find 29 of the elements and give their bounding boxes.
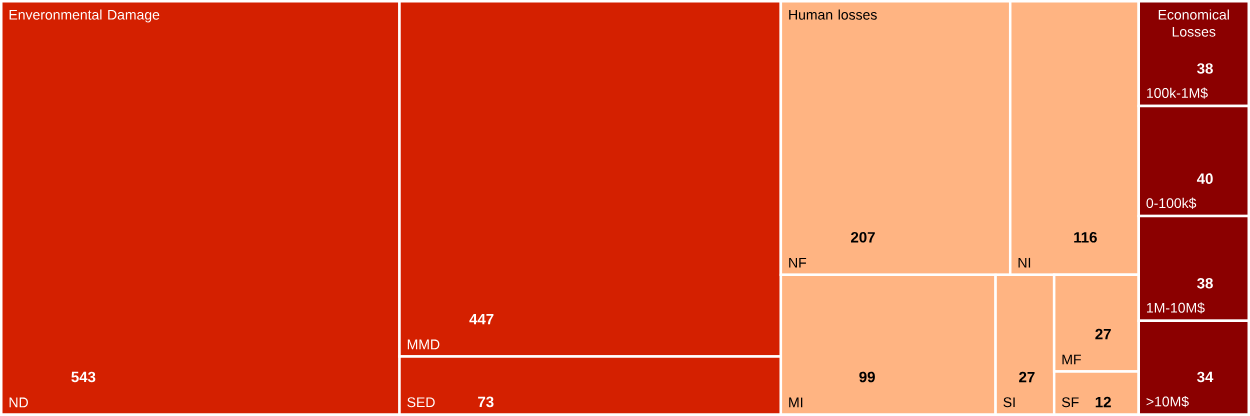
data-label: 40 (1196, 173, 1213, 185)
data-label: 38 (1197, 63, 1213, 74)
category-label: SF (1061, 397, 1079, 408)
data-label: 99 (859, 371, 875, 383)
series-label: Enveronmental Damage (9, 9, 160, 23)
category-label: 1M-10M$ (1146, 302, 1205, 314)
data-label: 73 (478, 396, 494, 408)
category-label: MMD (407, 339, 440, 350)
data-label: 543 (71, 371, 96, 383)
category-label: NF (789, 258, 807, 268)
category-label: ND (9, 397, 28, 408)
data-label: 116 (1074, 232, 1097, 243)
category-label: >10M$ (1146, 396, 1189, 408)
category-label: NI (1018, 258, 1031, 268)
data-label: 207 (851, 232, 875, 243)
category-label: MF (1062, 354, 1081, 365)
data-label: 27 (1019, 372, 1035, 383)
category-label: MI (789, 397, 803, 408)
category-label: SED (407, 397, 435, 408)
category-label: SI (1003, 397, 1015, 408)
series-label: Economical Losses (1158, 9, 1229, 37)
data-label: 447 (469, 314, 494, 325)
category-label: 0-100k$ (1146, 197, 1197, 210)
data-label: 12 (1095, 396, 1111, 408)
series-label: Human losses (789, 9, 877, 20)
data-label: 38 (1197, 278, 1213, 289)
data-label: 27 (1095, 329, 1111, 340)
category-label: 100k-1M$ (1146, 87, 1208, 99)
data-label: 34 (1197, 371, 1214, 383)
